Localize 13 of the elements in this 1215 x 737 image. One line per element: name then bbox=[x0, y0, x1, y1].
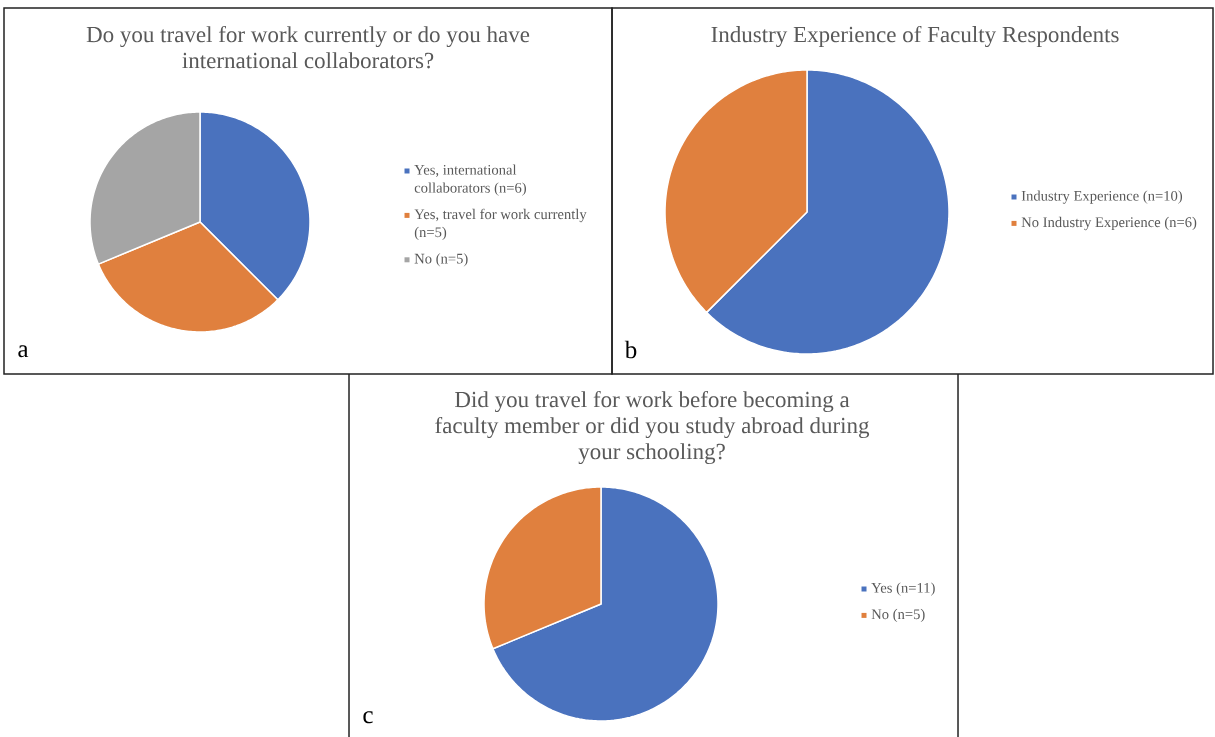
legend-label: Yes, international collaborators (n=6) bbox=[414, 164, 526, 196]
legend-label: Industry Experience (n=10) bbox=[1021, 190, 1183, 204]
legend-label: No Industry Experience (n=6) bbox=[1021, 216, 1197, 231]
chart-title: Industry Experience of Faculty Respondents bbox=[711, 25, 1119, 48]
chart-title: Do you travel for work currently or do you have international collaborators? bbox=[86, 25, 530, 69]
text: b bbox=[624, 340, 637, 359]
legend-label: Yes, travel for work currently (n=5) bbox=[414, 208, 587, 241]
legend-label: Yes (n=11) bbox=[871, 582, 935, 596]
chart-title: Did you travel for work before becoming a faculty member or did you study abroad during your schooling? bbox=[435, 390, 870, 465]
text: c bbox=[363, 711, 373, 724]
legend-label: No (n=5) bbox=[871, 608, 925, 623]
text: a bbox=[18, 345, 29, 358]
legend-label: No (n=5) bbox=[414, 253, 468, 267]
